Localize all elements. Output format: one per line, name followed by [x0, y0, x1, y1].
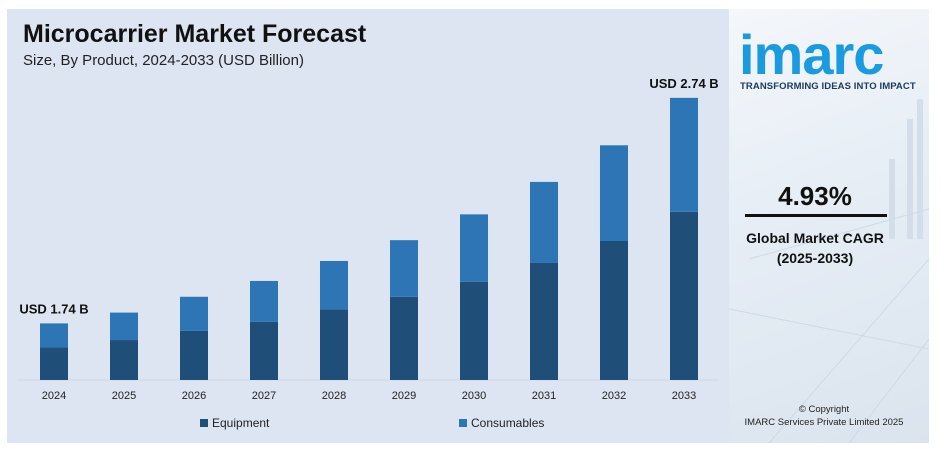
- x-tick-label: 2027: [252, 390, 276, 402]
- cagr-label-line2: (2025-2033): [776, 250, 854, 266]
- tagline: TRANSFORMING IDEAS INTO IMPACT: [740, 81, 916, 92]
- x-tick-label: 2028: [322, 390, 346, 402]
- bar-consumables-2026: [180, 296, 208, 331]
- bar-consumables-2025: [110, 312, 138, 341]
- chart-title: Microcarrier Market Forecast: [23, 20, 367, 48]
- background-decoration: [729, 99, 929, 443]
- chart-subtitle: Size, By Product, 2024-2033 (USD Billion…: [23, 52, 304, 69]
- bar-equipment-2029: [390, 296, 418, 380]
- bar-consumables-2024: [40, 323, 68, 348]
- legend-label-equipment: Equipment: [212, 416, 270, 430]
- legend-item-equipment: Equipment: [200, 416, 269, 430]
- copyright-line2: IMARC Services Private Limited 2025: [744, 417, 904, 428]
- legend-label-consumables: Consumables: [471, 416, 545, 430]
- x-tick-label: 2025: [112, 390, 136, 402]
- cagr-label-line1: Global Market CAGR: [746, 230, 884, 246]
- bar-consumables-2032: [600, 145, 628, 241]
- bar-consumables-2031: [530, 181, 558, 263]
- bar-equipment-2031: [530, 262, 558, 380]
- bar-equipment-2025: [110, 340, 138, 380]
- side-panel: imarc TRANSFORMING IDEAS INTO IMPACT 4.9…: [729, 9, 929, 443]
- imarc-logo: imarc: [739, 23, 884, 86]
- bar-equipment-2027: [250, 321, 278, 380]
- x-tick-label: 2030: [462, 390, 486, 402]
- bar-consumables-2027: [250, 280, 278, 322]
- bar-equipment-2024: [40, 347, 68, 380]
- chart-panel: Microcarrier Market Forecast Size, By Pr…: [7, 9, 729, 443]
- bar-consumables-2028: [320, 260, 348, 310]
- legend-swatch-equipment: [200, 419, 208, 427]
- cagr-value: 4.93%: [778, 181, 852, 211]
- bar-chart: 2024 2025 2026 2027 2028 2029 2030 2031 2032 2033…: [17, 76, 719, 402]
- bar-equipment-2028: [320, 309, 348, 380]
- copyright: © Copyright IMARC Services Private Limit…: [729, 403, 919, 429]
- bar-equipment-2026: [180, 330, 208, 380]
- legend-swatch-consumables: [459, 419, 467, 427]
- bar-consumables-2029: [390, 240, 418, 297]
- x-tick-label: 2033: [672, 390, 696, 402]
- annotation-end-value: USD 2.74 B: [649, 76, 718, 91]
- x-tick-label: 2031: [532, 390, 556, 402]
- cagr-label: Global Market CAGR (2025-2033): [729, 228, 901, 268]
- bar-consumables-2033: [670, 97, 698, 212]
- x-tick-label: 2024: [42, 390, 66, 402]
- cagr-divider: [745, 214, 887, 217]
- annotation-start-value: USD 1.74 B: [19, 301, 88, 316]
- x-tick-label: 2029: [392, 390, 416, 402]
- bar-equipment-2032: [600, 240, 628, 380]
- bar-equipment-2033: [670, 211, 698, 380]
- bar-consumables-2030: [460, 214, 488, 282]
- x-tick-label: 2032: [602, 390, 626, 402]
- copyright-line1: © Copyright: [798, 404, 850, 415]
- x-tick-label: 2026: [182, 390, 206, 402]
- bar-equipment-2030: [460, 281, 488, 380]
- legend-item-consumables: Consumables: [459, 416, 544, 430]
